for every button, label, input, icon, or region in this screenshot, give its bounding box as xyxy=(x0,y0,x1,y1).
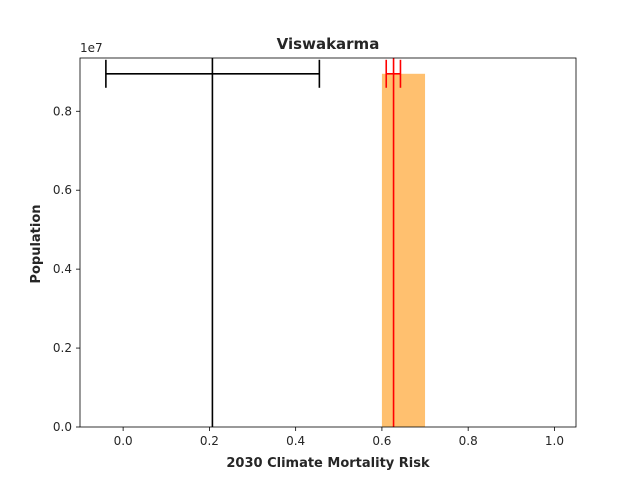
x-axis-label: 2030 Climate Mortality Risk xyxy=(226,456,430,471)
y-tick-label-0: 0.0 xyxy=(53,420,72,434)
chart-marks xyxy=(105,58,426,427)
y-axis-ticks: 0.0 0.2 0.4 0.6 0.8 xyxy=(53,104,80,434)
chart-title: Viswakarma xyxy=(277,35,380,53)
x-tick-label-2: 0.4 xyxy=(286,434,305,448)
y-tick-label-1: 0.2 xyxy=(53,341,72,355)
x-tick-label-1: 0.2 xyxy=(200,434,219,448)
x-tick-label-4: 0.8 xyxy=(459,434,478,448)
x-axis-ticks: 0.0 0.2 0.4 0.6 0.8 1.0 xyxy=(114,427,564,448)
plot-frame xyxy=(79,57,577,428)
reference-line-group-1 xyxy=(385,58,402,427)
x-tick-label-5: 1.0 xyxy=(545,434,564,448)
x-tick-label-0: 0.0 xyxy=(114,434,133,448)
reference-line-group-0 xyxy=(105,58,321,427)
y-tick-label-2: 0.4 xyxy=(53,262,72,276)
y-axis-label: Population xyxy=(29,204,44,283)
y-axis-multiplier: 1e7 xyxy=(80,41,103,55)
bar-0 xyxy=(381,73,426,427)
y-tick-label-4: 0.8 xyxy=(53,104,72,118)
x-tick-label-3: 0.6 xyxy=(372,434,391,448)
y-tick-label-3: 0.6 xyxy=(53,183,72,197)
